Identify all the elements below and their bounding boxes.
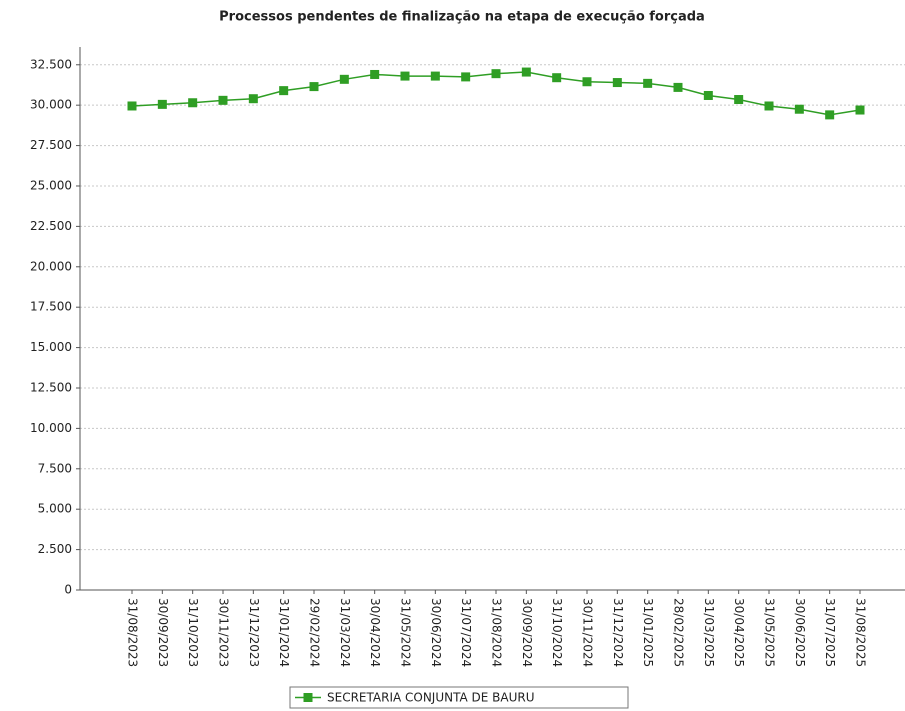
legend-box	[289, 686, 629, 709]
legend-label: SECRETARIA CONJUNTA DE BAURU	[327, 691, 535, 705]
point	[127, 101, 137, 111]
point	[612, 78, 622, 88]
series-line	[131, 71, 861, 116]
point	[673, 82, 683, 92]
y-tick-label: 22.500	[30, 219, 72, 233]
x-tick-label: 31/08/2025	[854, 598, 868, 667]
y-tick-label: 25.000	[30, 178, 72, 192]
x-tick-label: 31/01/2024	[277, 598, 291, 667]
x-tick-label: 31/05/2025	[763, 598, 777, 667]
point	[157, 99, 167, 109]
point	[491, 69, 501, 79]
y-tick-label: 15.000	[30, 340, 72, 354]
point	[339, 74, 349, 84]
y-tick-label: 2.500	[38, 542, 72, 556]
x-tick-label: 29/02/2024	[308, 598, 322, 667]
point	[248, 94, 258, 104]
point	[825, 110, 835, 120]
point	[703, 90, 713, 100]
x-tick-label: 31/10/2023	[186, 598, 200, 667]
x-tick-label: 31/08/2024	[490, 598, 504, 667]
x-tick-label: 31/10/2024	[550, 598, 564, 667]
point	[794, 104, 804, 114]
x-tick-label: 30/09/2024	[520, 598, 534, 667]
y-tick-label: 7.500	[38, 461, 72, 475]
y-tick-label: 0	[64, 583, 72, 597]
point	[309, 82, 319, 92]
point	[552, 73, 562, 83]
x-tick-label: 28/02/2025	[672, 598, 686, 667]
y-tick-label: 17.500	[30, 300, 72, 314]
x-tick-label: 31/12/2024	[611, 598, 625, 667]
x-tick-label: 30/06/2025	[793, 598, 807, 667]
y-tick-label: 27.500	[30, 138, 72, 152]
x-tick-label: 30/06/2024	[429, 598, 443, 667]
x-tick-label: 31/01/2025	[641, 598, 655, 667]
x-tick-label: 31/07/2024	[459, 598, 473, 667]
point	[188, 98, 198, 108]
x-tick-label: 30/11/2024	[581, 598, 595, 667]
x-tick-label: 31/07/2025	[823, 598, 837, 667]
point	[582, 77, 592, 87]
x-tick-label: 30/09/2023	[156, 598, 170, 667]
point	[370, 69, 380, 79]
y-tick-label: 10.000	[30, 421, 72, 435]
legend-marker	[303, 693, 313, 702]
x-tick-label: 30/04/2024	[368, 598, 382, 667]
point	[430, 71, 440, 81]
x-tick-label: 31/03/2025	[702, 598, 716, 667]
x-tick-label: 30/11/2023	[217, 598, 231, 667]
x-tick-label: 31/12/2023	[247, 598, 261, 667]
point	[400, 71, 410, 81]
x-tick-label: 31/03/2024	[338, 598, 352, 667]
point	[461, 72, 471, 82]
y-tick-label: 5.000	[38, 502, 72, 516]
point	[764, 101, 774, 111]
point	[855, 105, 865, 115]
point	[734, 95, 744, 105]
y-tick-label: 20.000	[30, 259, 72, 273]
y-tick-label: 32.500	[30, 57, 72, 71]
point	[521, 67, 531, 77]
y-tick-label: 30.000	[30, 98, 72, 112]
y-tick-label: 12.500	[30, 380, 72, 394]
x-tick-label: 31/08/2023	[126, 598, 140, 667]
point	[218, 95, 228, 105]
point	[279, 86, 289, 96]
point	[643, 78, 653, 88]
x-tick-label: 31/05/2024	[399, 598, 413, 667]
legend: SECRETARIA CONJUNTA DE BAURU	[289, 686, 629, 709]
x-tick-label: 30/04/2025	[732, 598, 746, 667]
chart-title: Processos pendentes de finalização na et…	[219, 10, 705, 25]
